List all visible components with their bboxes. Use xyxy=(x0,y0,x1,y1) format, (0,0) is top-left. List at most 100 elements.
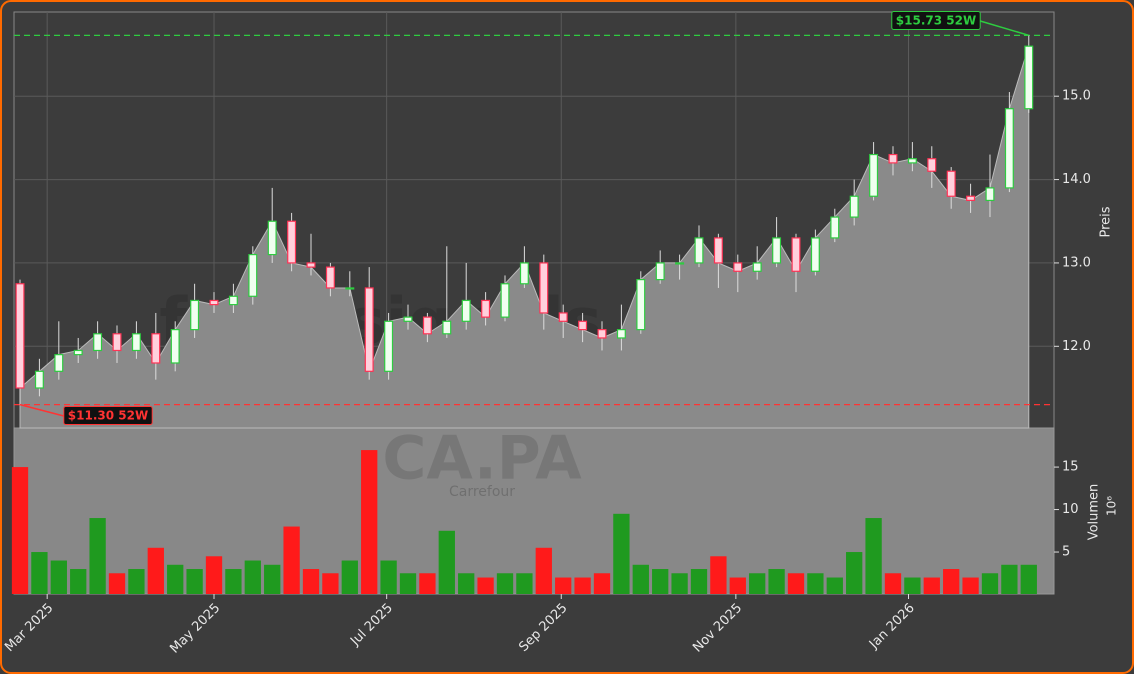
volume-bar xyxy=(981,573,999,594)
volume-bar xyxy=(322,573,339,594)
candle-body xyxy=(442,320,452,335)
volume-bar xyxy=(574,577,591,594)
volume-bar xyxy=(593,573,611,594)
candle-body xyxy=(830,216,840,239)
candle-body xyxy=(170,329,180,364)
y-tick-label: 14.0 xyxy=(1062,172,1091,187)
volume-bar xyxy=(167,564,184,594)
volume-bar xyxy=(652,569,669,594)
candle-body xyxy=(888,153,898,164)
candle-body xyxy=(345,287,355,290)
candle-body xyxy=(364,287,374,372)
volume-bar xyxy=(846,552,863,594)
volume-bar xyxy=(807,573,824,594)
candle-body xyxy=(384,320,394,372)
y-tick-label: 12.0 xyxy=(1062,339,1091,354)
candle-body xyxy=(1004,108,1014,189)
candle-body xyxy=(636,279,646,331)
candle-body xyxy=(597,329,607,339)
volume-bar xyxy=(555,577,572,594)
candle-body xyxy=(578,320,588,331)
volume-bar xyxy=(962,577,979,594)
volume-bar xyxy=(399,573,417,594)
volume-bar xyxy=(671,573,688,594)
candle-body xyxy=(403,316,413,322)
volume-bar xyxy=(380,560,397,594)
volume-bar xyxy=(884,573,902,594)
volume-bar xyxy=(535,547,552,594)
volume-bar xyxy=(264,564,281,594)
candle-body xyxy=(1024,45,1034,110)
candle-body xyxy=(810,237,820,272)
watermark-symbol: CA.PA xyxy=(382,424,582,494)
candle-body xyxy=(675,262,685,265)
volume-bar xyxy=(768,569,785,594)
volume-bar xyxy=(438,530,455,594)
volume-bar xyxy=(710,556,727,594)
volume-bar xyxy=(302,569,320,594)
candle-body xyxy=(616,329,626,339)
level-arrow xyxy=(979,20,1029,37)
candle-body xyxy=(325,266,335,289)
volume-bar xyxy=(943,569,960,594)
volume-bar xyxy=(147,547,164,594)
candle-body xyxy=(966,195,976,202)
candle-body xyxy=(849,195,859,218)
candle-body xyxy=(267,220,277,256)
level-label: $11.30 52W xyxy=(68,409,148,423)
volume-tick-label: 10 xyxy=(1062,502,1079,517)
candle-body xyxy=(713,237,723,264)
volume-axis-label: Volumen xyxy=(1087,484,1102,541)
candle-body xyxy=(190,299,200,331)
volume-offset: 10⁶ xyxy=(1105,496,1119,516)
volume-bar xyxy=(787,573,805,594)
watermark-company: Carrefour xyxy=(449,484,515,500)
volume-bar xyxy=(923,577,940,594)
candle-body xyxy=(869,153,879,197)
candle-body xyxy=(54,354,64,372)
candle-body xyxy=(927,158,937,172)
volume-bar xyxy=(496,573,514,594)
candle-body xyxy=(655,262,665,281)
candle-body xyxy=(772,237,782,264)
volume-bar xyxy=(865,518,882,594)
candle-body xyxy=(306,262,316,268)
volume-bar xyxy=(31,552,48,594)
level-label-box xyxy=(891,11,981,30)
candle-body xyxy=(422,316,432,335)
candle-body xyxy=(93,333,103,352)
volume-bar xyxy=(186,569,203,594)
volume-tick-label: 5 xyxy=(1062,545,1070,560)
candle-body xyxy=(15,283,25,389)
level-arrow xyxy=(19,403,64,417)
candle-body xyxy=(131,333,141,352)
volume-bar xyxy=(729,577,746,594)
volume-bar xyxy=(419,573,436,594)
volume-bar xyxy=(225,569,242,594)
volume-bar xyxy=(516,573,533,594)
candle-body xyxy=(112,333,122,352)
volume-bar xyxy=(690,569,708,594)
candle-body xyxy=(461,299,471,322)
candle-body xyxy=(287,220,297,264)
candle-body xyxy=(985,187,995,202)
candle-body xyxy=(539,262,549,314)
candle-body xyxy=(791,237,801,272)
volume-bar xyxy=(458,573,475,594)
candle-body xyxy=(500,283,510,318)
candle-body xyxy=(946,170,956,197)
volume-bar xyxy=(244,560,261,594)
y-axis-label: Preis xyxy=(1099,206,1114,237)
volume-bar xyxy=(50,560,67,594)
volume-bar xyxy=(749,573,766,594)
y-tick-label: 13.0 xyxy=(1062,255,1091,270)
candle-body xyxy=(519,262,529,285)
y-tick-label: 15.0 xyxy=(1062,89,1091,104)
volume-bar xyxy=(632,564,649,594)
volume-bar xyxy=(283,526,300,594)
candle-body xyxy=(34,370,44,389)
candle-body xyxy=(752,262,762,272)
volume-bar xyxy=(1001,564,1018,594)
volume-bar xyxy=(904,577,921,594)
